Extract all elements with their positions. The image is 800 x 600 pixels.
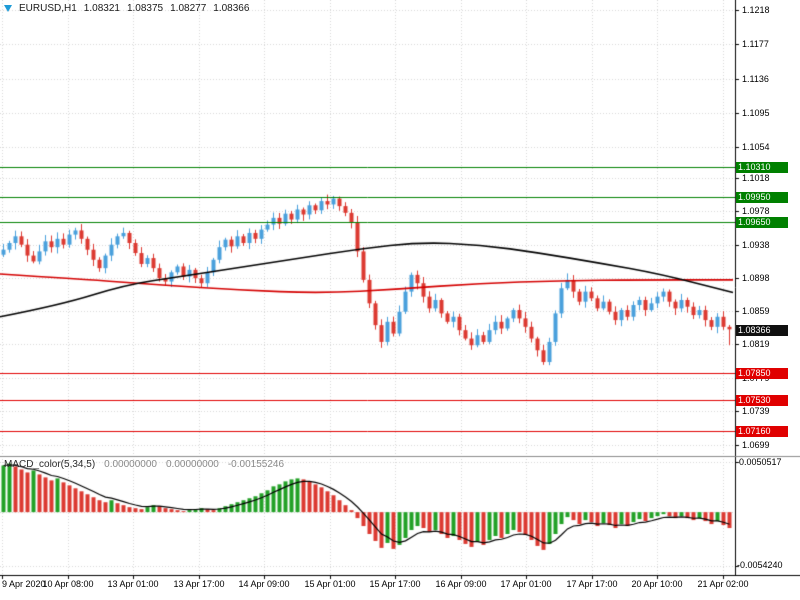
ohlc-low-value: 1.08277 bbox=[170, 3, 207, 14]
time-axis-label: 17 Apr 17:00 bbox=[566, 579, 618, 589]
support-price-tag: 1.07160 bbox=[736, 426, 788, 437]
resistance-price-tag: 1.09650 bbox=[736, 217, 788, 228]
macd-main-value: 0.00000000 bbox=[104, 459, 157, 470]
macd-axis-max-label: 0.0050517 bbox=[739, 457, 782, 467]
price-axis-label: 1.0819 bbox=[742, 339, 770, 349]
price-axis-label: 1.1054 bbox=[742, 142, 770, 152]
time-axis-label: 13 Apr 01:00 bbox=[107, 579, 159, 589]
price-axis-label: 1.1018 bbox=[742, 173, 770, 183]
ohlc-open-value: 1.08321 bbox=[83, 3, 120, 14]
price-axis-label: 1.0898 bbox=[742, 273, 770, 283]
macd-indicator-label: MACD_color(5,34,5) 0.00000000 0.00000000… bbox=[4, 459, 284, 470]
price-axis-label: 1.0938 bbox=[742, 240, 770, 250]
time-axis[interactable]: 9 Apr 2020 10 Apr 08:00 13 Apr 01:00 13 Apr… bbox=[0, 575, 800, 600]
price-axis-label: 1.1218 bbox=[742, 5, 770, 15]
price-axis-label: 1.1136 bbox=[742, 74, 769, 84]
ohlc-high-value: 1.08375 bbox=[126, 3, 164, 14]
time-axis-label: 13 Apr 17:00 bbox=[173, 579, 225, 589]
support-price-tag: 1.07850 bbox=[736, 368, 788, 379]
time-axis-label: 15 Apr 17:00 bbox=[369, 579, 421, 589]
current-price-tag: 1.08366 bbox=[736, 325, 788, 336]
macd-name: MACD_color(5,34,5) bbox=[4, 459, 96, 470]
ohlc-close-value: 1.08366 bbox=[213, 3, 250, 14]
time-axis-label: 20 Apr 10:00 bbox=[631, 579, 683, 589]
time-axis-label: 21 Apr 02:00 bbox=[697, 579, 749, 589]
time-axis-label: 10 Apr 08:00 bbox=[42, 579, 94, 589]
price-axis-label: 1.1177 bbox=[742, 39, 769, 49]
chart-title-bar: EURUSD,H1 1.08321 1.08375 1.08277 1.0836… bbox=[4, 3, 249, 14]
price-axis-label: 1.0978 bbox=[742, 206, 770, 216]
price-axis-label: 1.0699 bbox=[742, 440, 770, 450]
symbol-period-label: EURUSD,H1 bbox=[19, 3, 77, 14]
time-axis-label: 14 Apr 09:00 bbox=[238, 579, 290, 589]
macd-histogram-value: -0.00155246 bbox=[227, 459, 285, 470]
macd-signal-value: 0.00000000 bbox=[166, 459, 219, 470]
macd-axis-min-label: -0.0054240 bbox=[737, 560, 783, 570]
resistance-price-tag: 1.09950 bbox=[736, 192, 788, 203]
support-price-tag: 1.07530 bbox=[736, 395, 788, 406]
price-axis-label: 1.0859 bbox=[742, 306, 770, 316]
price-axis[interactable]: 1.1218 1.1177 1.1136 1.1095 1.1054 1.1018 1.09… bbox=[735, 0, 800, 575]
price-axis-label: 1.1095 bbox=[742, 108, 770, 118]
resistance-price-tag: 1.10310 bbox=[736, 162, 788, 173]
symbol-marker-icon bbox=[4, 5, 12, 12]
price-axis-label: 1.0739 bbox=[742, 406, 770, 416]
time-axis-label: 15 Apr 01:00 bbox=[304, 579, 356, 589]
time-axis-label: 17 Apr 01:00 bbox=[500, 579, 552, 589]
time-axis-label: 9 Apr 2020 bbox=[2, 579, 46, 589]
time-axis-label: 16 Apr 09:00 bbox=[435, 579, 487, 589]
